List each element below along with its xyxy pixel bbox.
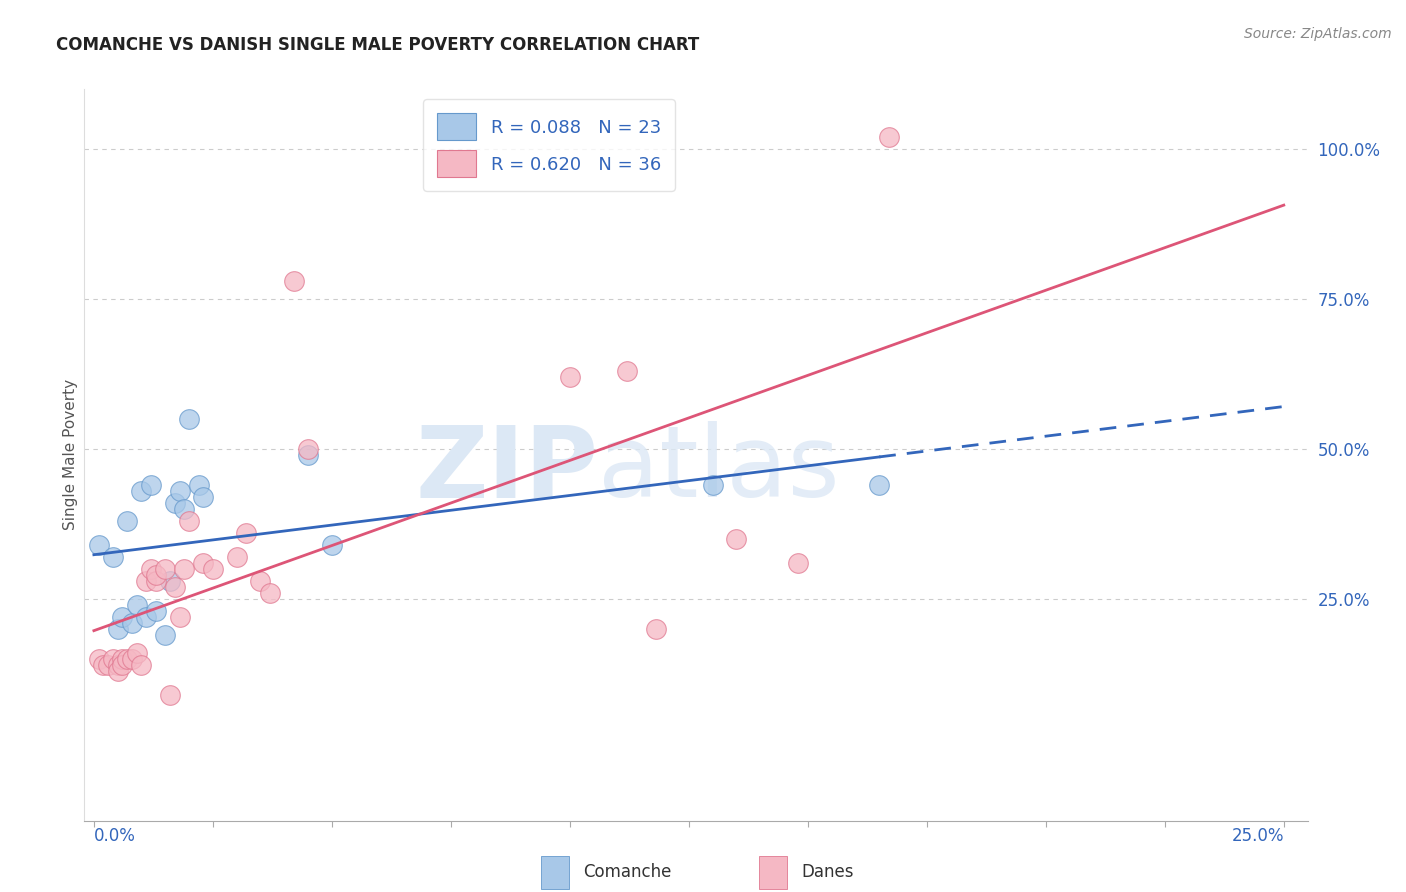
Point xyxy=(135,574,157,588)
Point xyxy=(193,556,215,570)
Point xyxy=(173,562,195,576)
Point xyxy=(297,448,319,462)
Point xyxy=(163,496,186,510)
Point xyxy=(121,615,143,630)
Point xyxy=(259,586,281,600)
Point xyxy=(155,562,177,576)
Point xyxy=(616,364,638,378)
Point xyxy=(87,652,110,666)
Point xyxy=(125,646,148,660)
Point xyxy=(135,609,157,624)
Point xyxy=(173,501,195,516)
Point xyxy=(155,628,177,642)
Point xyxy=(139,478,162,492)
Point xyxy=(145,567,167,582)
Point xyxy=(145,574,167,588)
Point xyxy=(177,514,200,528)
Point xyxy=(93,657,115,672)
Point xyxy=(297,442,319,456)
Point xyxy=(177,412,200,426)
Point xyxy=(131,657,153,672)
Point xyxy=(163,580,186,594)
Point xyxy=(101,652,124,666)
Text: COMANCHE VS DANISH SINGLE MALE POVERTY CORRELATION CHART: COMANCHE VS DANISH SINGLE MALE POVERTY C… xyxy=(56,36,700,54)
Point xyxy=(111,609,134,624)
Point xyxy=(201,562,224,576)
Point xyxy=(787,556,810,570)
Point xyxy=(702,478,724,492)
Point xyxy=(115,514,138,528)
Point xyxy=(235,525,257,540)
Point xyxy=(159,688,181,702)
Point xyxy=(111,657,134,672)
Point xyxy=(121,652,143,666)
Point xyxy=(97,657,120,672)
Point xyxy=(111,652,134,666)
Point xyxy=(87,538,110,552)
Legend: R = 0.088   N = 23, R = 0.620   N = 36: R = 0.088 N = 23, R = 0.620 N = 36 xyxy=(423,99,675,191)
Point xyxy=(877,130,900,145)
Point xyxy=(107,622,129,636)
Point xyxy=(101,549,124,564)
Point xyxy=(131,483,153,498)
Text: atlas: atlas xyxy=(598,421,839,518)
Text: 0.0%: 0.0% xyxy=(94,827,136,845)
Point xyxy=(145,604,167,618)
Point xyxy=(107,664,129,678)
Point xyxy=(644,622,666,636)
Text: Danes: Danes xyxy=(801,863,853,881)
Point xyxy=(283,274,305,288)
Point xyxy=(169,483,191,498)
Point xyxy=(249,574,271,588)
Point xyxy=(159,574,181,588)
Text: Source: ZipAtlas.com: Source: ZipAtlas.com xyxy=(1244,27,1392,41)
Point xyxy=(321,538,343,552)
Point xyxy=(187,478,209,492)
Point xyxy=(225,549,247,564)
Text: Comanche: Comanche xyxy=(583,863,672,881)
Point xyxy=(169,609,191,624)
Text: ZIP: ZIP xyxy=(415,421,598,518)
Y-axis label: Single Male Poverty: Single Male Poverty xyxy=(63,379,77,531)
Text: 25.0%: 25.0% xyxy=(1232,827,1284,845)
Point xyxy=(868,478,890,492)
Point xyxy=(139,562,162,576)
Point xyxy=(107,657,129,672)
Point xyxy=(125,598,148,612)
Point xyxy=(558,370,581,384)
Point xyxy=(725,532,748,546)
Point xyxy=(115,652,138,666)
Point xyxy=(193,490,215,504)
